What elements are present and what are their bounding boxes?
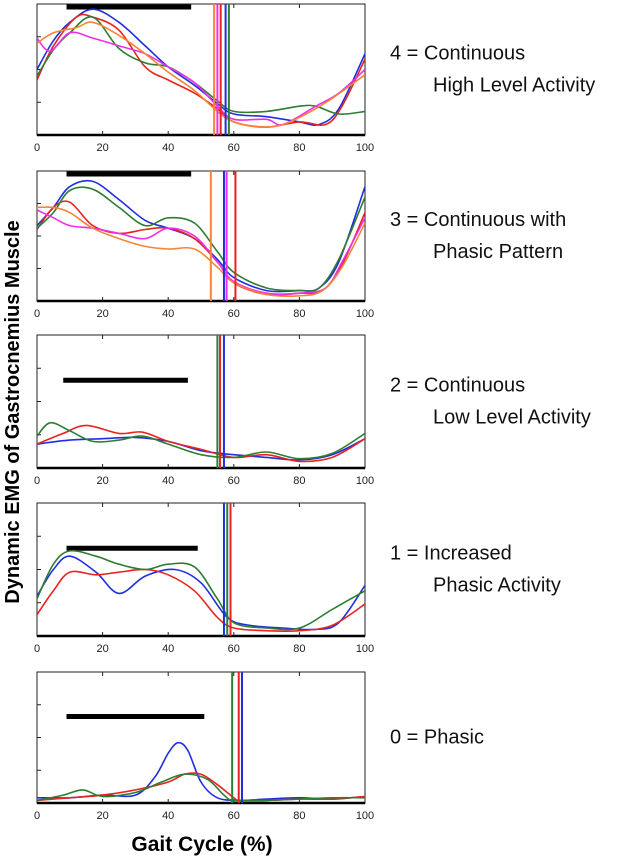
category-label: Phasic Pattern <box>433 241 563 263</box>
x-tick-label: 40 <box>162 475 174 487</box>
panel-2: 0 20 40 60 80 100 3 = Continuous with Phasic Pa… <box>34 170 566 320</box>
panel-4: 0 20 40 60 80 100 1 = Increased Phasic Activity <box>34 502 561 655</box>
category-label: High Level Activity <box>433 75 595 97</box>
series-magenta <box>37 31 365 126</box>
series-blue <box>37 436 365 461</box>
category-label: Phasic Activity <box>433 575 561 597</box>
x-tick-label: 60 <box>228 810 240 822</box>
y-axis-label: Dynamic EMG of Gastrocnemius Muscle <box>2 220 24 603</box>
x-tick-label: 0 <box>34 142 40 154</box>
x-tick-label: 20 <box>96 475 108 487</box>
category-label: 3 = Continuous with <box>390 209 566 231</box>
x-tick-label: 100 <box>356 643 374 655</box>
x-tick-label: 100 <box>356 810 374 822</box>
x-tick-label: 100 <box>356 475 374 487</box>
x-tick-label: 0 <box>34 475 40 487</box>
x-tick-label: 40 <box>162 643 174 655</box>
category-label: 1 = Increased <box>390 543 512 565</box>
series-group <box>37 549 365 633</box>
series-green <box>37 773 365 802</box>
panels: 0 20 40 60 80 100 4 = Continuous High Level Act… <box>34 3 595 822</box>
series-green <box>37 549 365 631</box>
x-tick-label: 80 <box>293 142 305 154</box>
x-tick-label: 20 <box>96 308 108 320</box>
series-blue <box>37 741 365 802</box>
series-magenta <box>37 209 365 296</box>
category-label: 4 = Continuous <box>390 43 525 65</box>
panel-1: 0 20 40 60 80 100 4 = Continuous High Level Act… <box>34 3 595 154</box>
x-tick-label: 40 <box>162 142 174 154</box>
x-tick-label: 60 <box>228 308 240 320</box>
x-tick-label: 20 <box>96 810 108 822</box>
x-tick-label: 60 <box>228 475 240 487</box>
series-group <box>37 421 365 463</box>
x-tick-label: 40 <box>162 308 174 320</box>
x-tick-label: 80 <box>293 475 305 487</box>
series-green <box>37 421 365 460</box>
category-label: 2 = Continuous <box>390 375 525 397</box>
series-red <box>37 424 365 463</box>
category-label: Low Level Activity <box>433 407 591 429</box>
x-tick-label: 60 <box>228 643 240 655</box>
panel-3: 0 20 40 60 80 100 2 = Continuous Low Level Acti… <box>34 334 591 487</box>
series-orange <box>37 206 365 298</box>
x-tick-label: 20 <box>96 142 108 154</box>
x-tick-label: 0 <box>34 643 40 655</box>
series-group <box>37 741 365 802</box>
x-tick-label: 80 <box>293 308 305 320</box>
x-tick-label: 60 <box>228 142 240 154</box>
series-orange <box>37 21 365 129</box>
x-tick-label: 80 <box>293 643 305 655</box>
x-tick-label: 20 <box>96 643 108 655</box>
series-group <box>37 8 365 129</box>
plot-frame <box>36 170 366 302</box>
panel-5: 0 20 40 60 80 100 0 = Phasic <box>34 671 484 822</box>
series-red <box>37 13 365 128</box>
series-group <box>37 179 365 298</box>
x-tick-label: 40 <box>162 810 174 822</box>
plot-frame <box>36 3 366 136</box>
x-tick-label: 0 <box>34 308 40 320</box>
x-axis-label: Gait Cycle (%) <box>131 833 272 856</box>
series-green <box>37 186 365 293</box>
x-tick-label: 100 <box>356 308 374 320</box>
category-label: 0 = Phasic <box>390 727 484 749</box>
x-tick-label: 100 <box>356 142 374 154</box>
series-red <box>37 568 365 633</box>
x-tick-label: 0 <box>34 810 40 822</box>
x-tick-label: 80 <box>293 810 305 822</box>
plot-frame <box>36 502 366 637</box>
plot-frame <box>36 334 366 469</box>
